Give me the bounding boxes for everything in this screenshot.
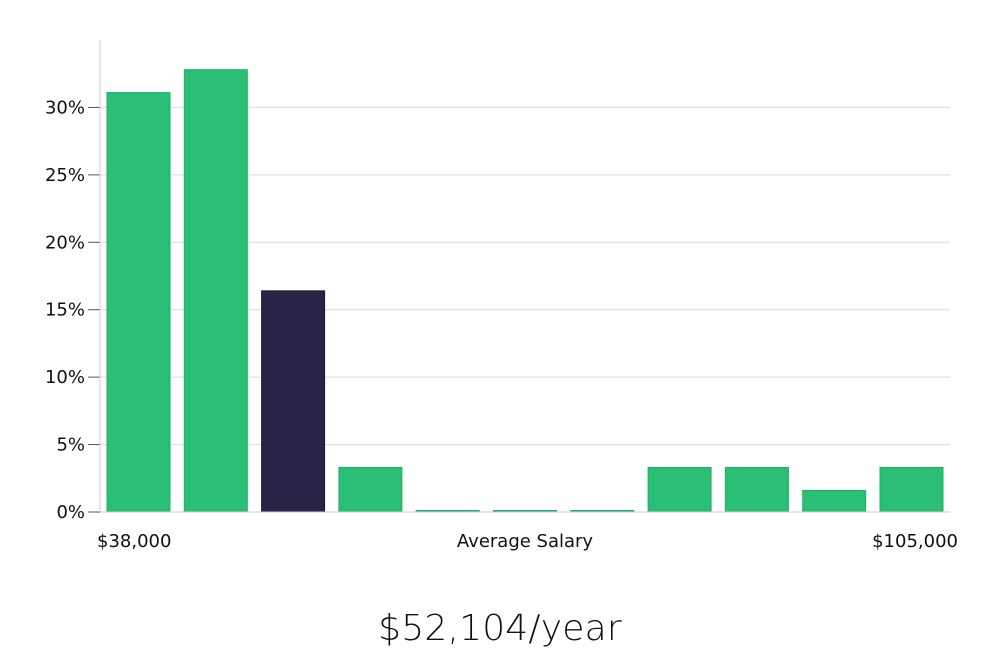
y-tick-label: 5%	[56, 435, 85, 456]
average-salary-value: $52,104/year	[378, 608, 622, 649]
histogram-bar	[106, 92, 171, 513]
histogram-bar	[647, 466, 712, 513]
y-tick-label: 20%	[45, 232, 85, 253]
y-tick-labels: 0% 5% 10% 15% 20% 25% 30%	[45, 97, 85, 523]
y-tick-label: 30%	[45, 97, 85, 118]
x-label-max: $105,000	[872, 531, 958, 552]
y-tick-label: 0%	[56, 502, 85, 523]
y-tick-label: 25%	[45, 165, 85, 186]
histogram-bar	[802, 489, 867, 513]
histogram-bar	[879, 466, 944, 513]
histogram-bar	[338, 466, 403, 513]
x-label-min: $38,000	[97, 531, 171, 552]
axis-layer	[99, 40, 950, 513]
y-tick-label: 10%	[45, 367, 85, 388]
bars-layer	[106, 69, 944, 513]
y-tick-label: 15%	[45, 300, 85, 321]
x-label-center: Average Salary	[457, 531, 594, 552]
x-tick-labels: $38,000 Average Salary $105,000	[97, 531, 958, 552]
histogram-bar-highlighted	[261, 290, 326, 513]
histogram-bar	[183, 69, 248, 513]
salary-histogram: 0% 5% 10% 15% 20% 25% 30% $38,000 Average Sala…	[45, 40, 958, 552]
histogram-bar	[724, 466, 789, 513]
